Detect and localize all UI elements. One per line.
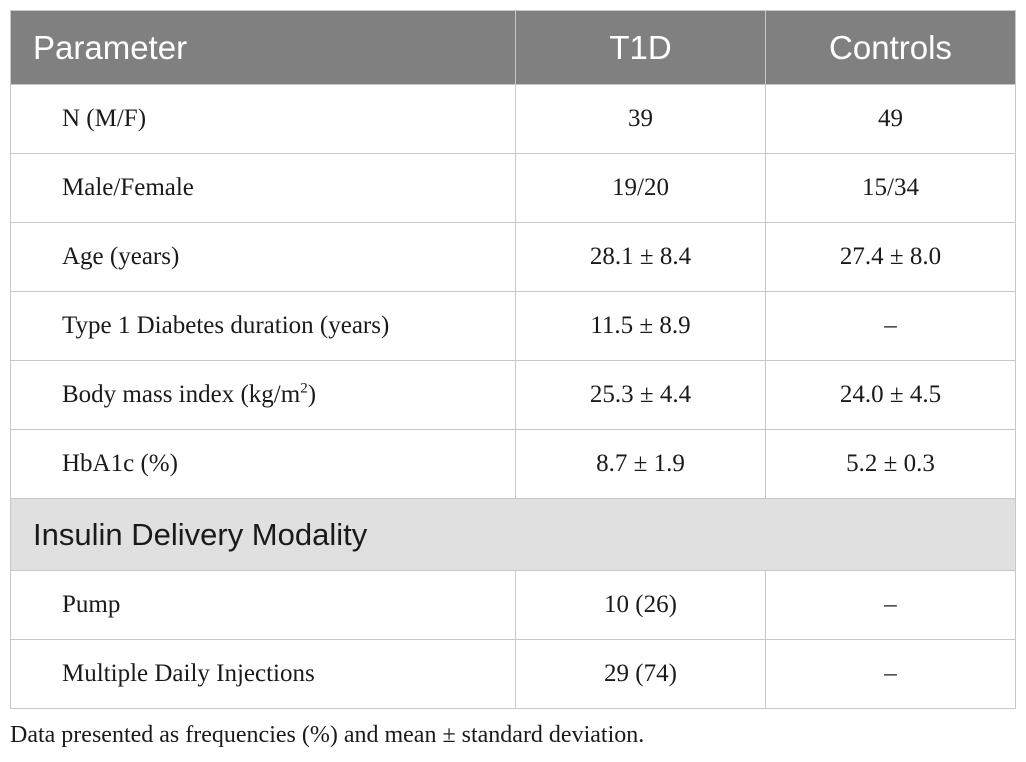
- row-label-text: Body mass index (kg/m: [62, 381, 301, 408]
- table-row: Age (years) 28.1 ± 8.4 27.4 ± 8.0: [10, 222, 1016, 292]
- row-label: Type 1 Diabetes duration (years): [10, 291, 516, 361]
- table-footnote: Data presented as frequencies (%) and me…: [10, 722, 645, 748]
- data-table: Parameter T1D Controls N (M/F) 39 49 Mal…: [10, 10, 1016, 709]
- row-t1d-value: 19/20: [515, 153, 766, 223]
- row-controls-value: 15/34: [765, 153, 1016, 223]
- table-row: N (M/F) 39 49: [10, 84, 1016, 154]
- row-label: Body mass index (kg/m2): [10, 360, 516, 430]
- row-label: Age (years): [10, 222, 516, 292]
- row-label: Male/Female: [10, 153, 516, 223]
- row-controls-value: –: [765, 639, 1016, 709]
- row-controls-value: 24.0 ± 4.5: [765, 360, 1016, 430]
- row-controls-value: 27.4 ± 8.0: [765, 222, 1016, 292]
- row-t1d-value: 8.7 ± 1.9: [515, 429, 766, 499]
- row-t1d-value: 28.1 ± 8.4: [515, 222, 766, 292]
- table-row: Type 1 Diabetes duration (years) 11.5 ± …: [10, 291, 1016, 361]
- row-controls-value: –: [765, 570, 1016, 640]
- section-title: Insulin Delivery Modality: [10, 498, 1016, 571]
- header-t1d: T1D: [515, 10, 766, 85]
- row-label-superscript: 2: [300, 380, 308, 397]
- row-label: Multiple Daily Injections: [10, 639, 516, 709]
- row-t1d-value: 39: [515, 84, 766, 154]
- header-controls: Controls: [765, 10, 1016, 85]
- table-row: Multiple Daily Injections 29 (74) –: [10, 639, 1016, 709]
- row-controls-value: –: [765, 291, 1016, 361]
- table-row: HbA1c (%) 8.7 ± 1.9 5.2 ± 0.3: [10, 429, 1016, 499]
- row-label: HbA1c (%): [10, 429, 516, 499]
- table-row: Male/Female 19/20 15/34: [10, 153, 1016, 223]
- section-header-row: Insulin Delivery Modality: [10, 498, 1016, 571]
- table-row: Pump 10 (26) –: [10, 570, 1016, 640]
- row-controls-value: 5.2 ± 0.3: [765, 429, 1016, 499]
- row-t1d-value: 25.3 ± 4.4: [515, 360, 766, 430]
- row-label-suffix: ): [307, 381, 317, 408]
- table-row: Body mass index (kg/m2) 25.3 ± 4.4 24.0 …: [10, 360, 1016, 430]
- row-t1d-value: 10 (26): [515, 570, 766, 640]
- row-controls-value: 49: [765, 84, 1016, 154]
- row-t1d-value: 11.5 ± 8.9: [515, 291, 766, 361]
- row-label: Pump: [10, 570, 516, 640]
- header-parameter: Parameter: [10, 10, 516, 85]
- row-t1d-value: 29 (74): [515, 639, 766, 709]
- row-label: N (M/F): [10, 84, 516, 154]
- table-header-row: Parameter T1D Controls: [10, 10, 1016, 85]
